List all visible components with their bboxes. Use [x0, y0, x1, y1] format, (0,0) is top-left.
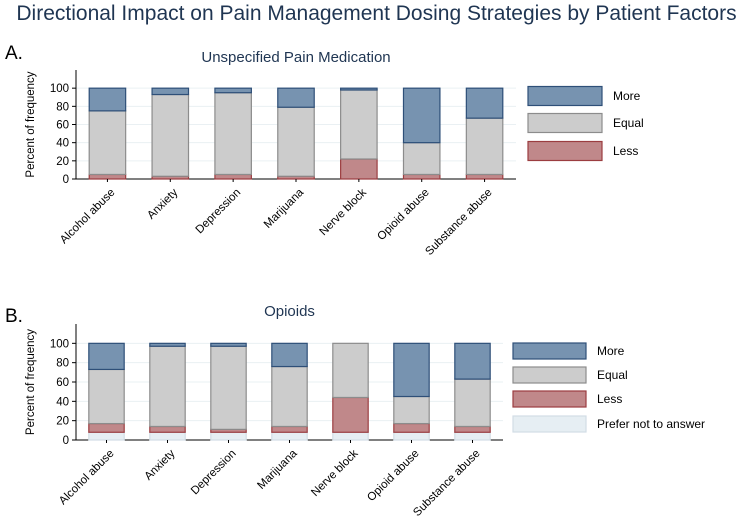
panel-a-label: A.: [5, 43, 23, 64]
panel-b-bar-more: [88, 342, 125, 371]
panel-b-bar-prefer-not-to-answer: [149, 431, 186, 441]
panel-b-xtick-label: Marijuana: [255, 447, 300, 492]
panel-a-xtick-label: Opioid abuse: [375, 187, 431, 243]
panel-a-bar-equal: [465, 117, 504, 176]
panel-b-y-axis-label: Percent of frequency: [25, 329, 37, 435]
panel-a-legend-label-more: More: [613, 89, 641, 103]
panel-b-bar-less: [393, 422, 430, 433]
panel-b-bar-less: [88, 422, 125, 433]
panel-a-bar-less: [402, 173, 441, 180]
panel-b-ytick-label: 20: [56, 416, 69, 428]
panel-a-legend-swatch-more: [527, 85, 603, 107]
panel-a-bar-more: [402, 87, 441, 144]
panel-b-bar-more: [393, 342, 430, 398]
panel-a-bar-less: [88, 173, 127, 180]
panel-a-bar-more: [340, 87, 378, 91]
panel-b-bar-less: [149, 425, 186, 433]
panel-a-bar-more: [214, 87, 252, 94]
panel-b-legend-label-more: More: [597, 344, 625, 358]
panel-b-legend-label-equal: Equal: [597, 368, 628, 382]
panel-a-xtick-label: Alcohol abuse: [58, 187, 118, 247]
panel-b-bar-more: [454, 342, 491, 380]
panel-a-legend-label-equal: Equal: [613, 116, 644, 130]
panel-a-bar-more: [151, 87, 190, 96]
figure-title: Directional Impact on Pain Management Do…: [16, 2, 737, 25]
panel-a-y-axis-label: Percent of frequency: [25, 71, 37, 177]
panel-b-bar-more: [210, 342, 247, 347]
panel-a-legend-label-less: Less: [613, 144, 638, 158]
panel-b-xtick-label: Depression: [189, 448, 239, 498]
panel-b-bar-more: [149, 342, 186, 347]
panel-a-bar-equal: [340, 89, 378, 160]
panel-a-xtick-label: Depression: [194, 187, 244, 237]
panel-b-legend-swatch-more: [512, 342, 587, 360]
panel-a-bar-equal: [402, 142, 441, 176]
panel-a-ytick-label: 100: [50, 83, 69, 95]
panel-a-xtick-label: Anxiety: [145, 186, 180, 221]
panel-b-bar-less: [454, 425, 491, 433]
panel-a-bar-less: [214, 173, 252, 180]
panel-b-xtick-label: Substance abuse: [411, 448, 482, 519]
panel-b-legend-label-less: Less: [597, 392, 622, 406]
panel-a-bar-equal: [277, 106, 315, 177]
panel-a-bar-more: [88, 87, 127, 112]
panel-b-ytick-label: 40: [56, 396, 69, 408]
panel-b-bar-less: [332, 396, 369, 433]
panel-a-legend-swatch-less: [527, 140, 603, 162]
panel-a-bar-equal: [88, 110, 127, 176]
panel-b-xtick-label: Opioid abuse: [365, 448, 421, 504]
panel-b-ytick-label: 0: [63, 435, 69, 447]
panel-b-ytick-label: 60: [56, 377, 69, 389]
panel-a-ytick-label: 0: [63, 174, 69, 186]
panel-b-legend-label-prefer-not-to-answer: Prefer not to answer: [597, 417, 705, 431]
panel-a-ytick-label: 20: [56, 156, 69, 168]
panel-b-ytick-label: 100: [50, 338, 69, 350]
panel-b-bar-equal: [149, 345, 186, 428]
panel-a-ytick-label: 60: [56, 120, 69, 132]
panel-b-bar-equal: [332, 342, 369, 399]
panel-a-bar-more: [465, 87, 504, 119]
panel-b-bar-equal: [454, 378, 491, 428]
panel-a-bar-equal: [151, 93, 190, 177]
panel-b-bar-less: [271, 425, 308, 433]
panel-a-xtick-label: Marijuana: [262, 186, 307, 231]
panel-b-xtick-label: Anxiety: [142, 447, 177, 482]
panel-a-ytick-label: 80: [56, 101, 69, 113]
panel-b-bar-prefer-not-to-answer: [393, 431, 430, 441]
panel-b-bar-prefer-not-to-answer: [454, 431, 491, 441]
panel-b-xtick-label: Nerve block: [309, 447, 361, 499]
panel-b-bar-prefer-not-to-answer: [271, 431, 308, 441]
panel-b-bar-prefer-not-to-answer: [332, 431, 369, 441]
panel-b-chart-title: Opioids: [264, 303, 315, 320]
panel-b-bar-equal: [88, 368, 125, 425]
panel-b-bar-prefer-not-to-answer: [88, 431, 125, 441]
panel-a-xtick-label: Nerve block: [318, 186, 370, 238]
panel-b-bar-more: [271, 342, 308, 368]
panel-b-bar-equal: [393, 395, 430, 425]
panel-b-bar-equal: [271, 365, 308, 428]
panel-a-bar-equal: [214, 92, 252, 176]
panel-a-xtick-label: Substance abuse: [423, 187, 494, 258]
panel-b-label: B.: [5, 306, 23, 327]
panel-b-ytick-label: 80: [56, 358, 69, 370]
panel-a-chart-title: Unspecified Pain Medication: [201, 49, 390, 66]
panel-a-bar-less: [465, 173, 504, 180]
panel-b-legend-swatch-equal: [512, 366, 587, 384]
panel-a-bar-more: [277, 87, 315, 108]
panel-b-bar-equal: [210, 345, 247, 430]
panel-a-ytick-label: 40: [56, 138, 69, 150]
panel-a-legend-swatch-equal: [527, 112, 603, 134]
panel-a-bar-less: [340, 158, 378, 180]
panel-b-legend-swatch-prefer-not-to-answer: [512, 415, 587, 433]
panel-b-legend-swatch-less: [512, 390, 587, 408]
panel-b-bar-prefer-not-to-answer: [210, 431, 247, 441]
panel-b-xtick-label: Alcohol abuse: [57, 448, 117, 508]
